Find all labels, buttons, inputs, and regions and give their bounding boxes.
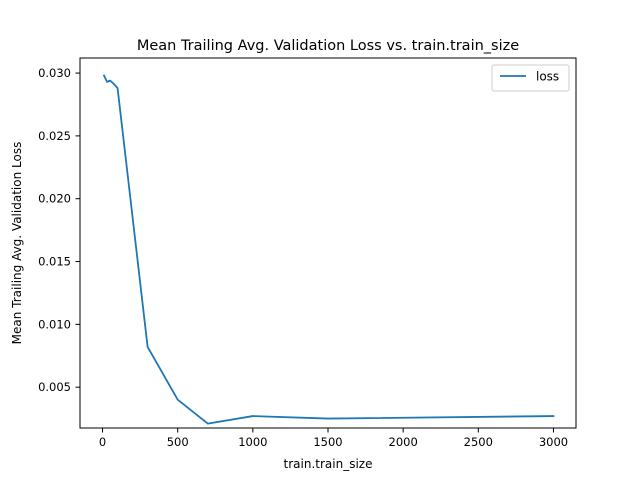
series-layer	[102, 74, 555, 425]
y-tick-label: 0.020	[38, 192, 71, 206]
x-axis-label: train.train_size	[284, 457, 373, 471]
y-tick-label: 0.015	[38, 255, 71, 269]
y-tick-label: 0.010	[38, 317, 71, 331]
y-tick-label: 0.005	[38, 380, 71, 394]
x-tick-label: 2000	[389, 435, 418, 449]
data-point	[327, 418, 329, 420]
x-tick-label: 1000	[238, 435, 267, 449]
x-tick-label: 500	[167, 435, 189, 449]
x-axis-ticks: 0 500 1000 1500 2000 2500 3000	[99, 428, 568, 449]
plot-area: 0 500 1000 1500 2000 2500 3000 0.005 0.010 0.015…	[38, 57, 577, 449]
legend: loss	[491, 64, 570, 92]
y-axis-ticks: 0.005 0.010 0.015 0.020 0.025 0.030	[38, 66, 80, 394]
x-tick-label: 1500	[313, 435, 342, 449]
x-tick-label: 0	[99, 435, 106, 449]
x-tick-label: 3000	[539, 435, 568, 449]
data-point	[207, 423, 209, 425]
data-point	[553, 415, 555, 417]
chart-title: Mean Trailing Avg. Validation Loss vs. t…	[137, 38, 519, 54]
legend-label-loss: loss	[536, 70, 559, 84]
data-point	[177, 399, 179, 401]
y-tick-label: 0.030	[38, 66, 71, 80]
data-point	[117, 87, 119, 89]
data-point	[109, 80, 111, 82]
data-point	[147, 346, 149, 348]
y-tick-label: 0.025	[38, 129, 71, 143]
data-point	[106, 81, 108, 83]
legend-box	[491, 64, 570, 92]
data-point	[252, 415, 254, 417]
y-axis-label: Mean Trailing Avg. Validation Loss	[10, 142, 24, 345]
data-point	[103, 75, 105, 77]
x-tick-label: 2500	[464, 435, 493, 449]
data-point	[112, 82, 114, 84]
series-line-loss	[102, 74, 555, 425]
